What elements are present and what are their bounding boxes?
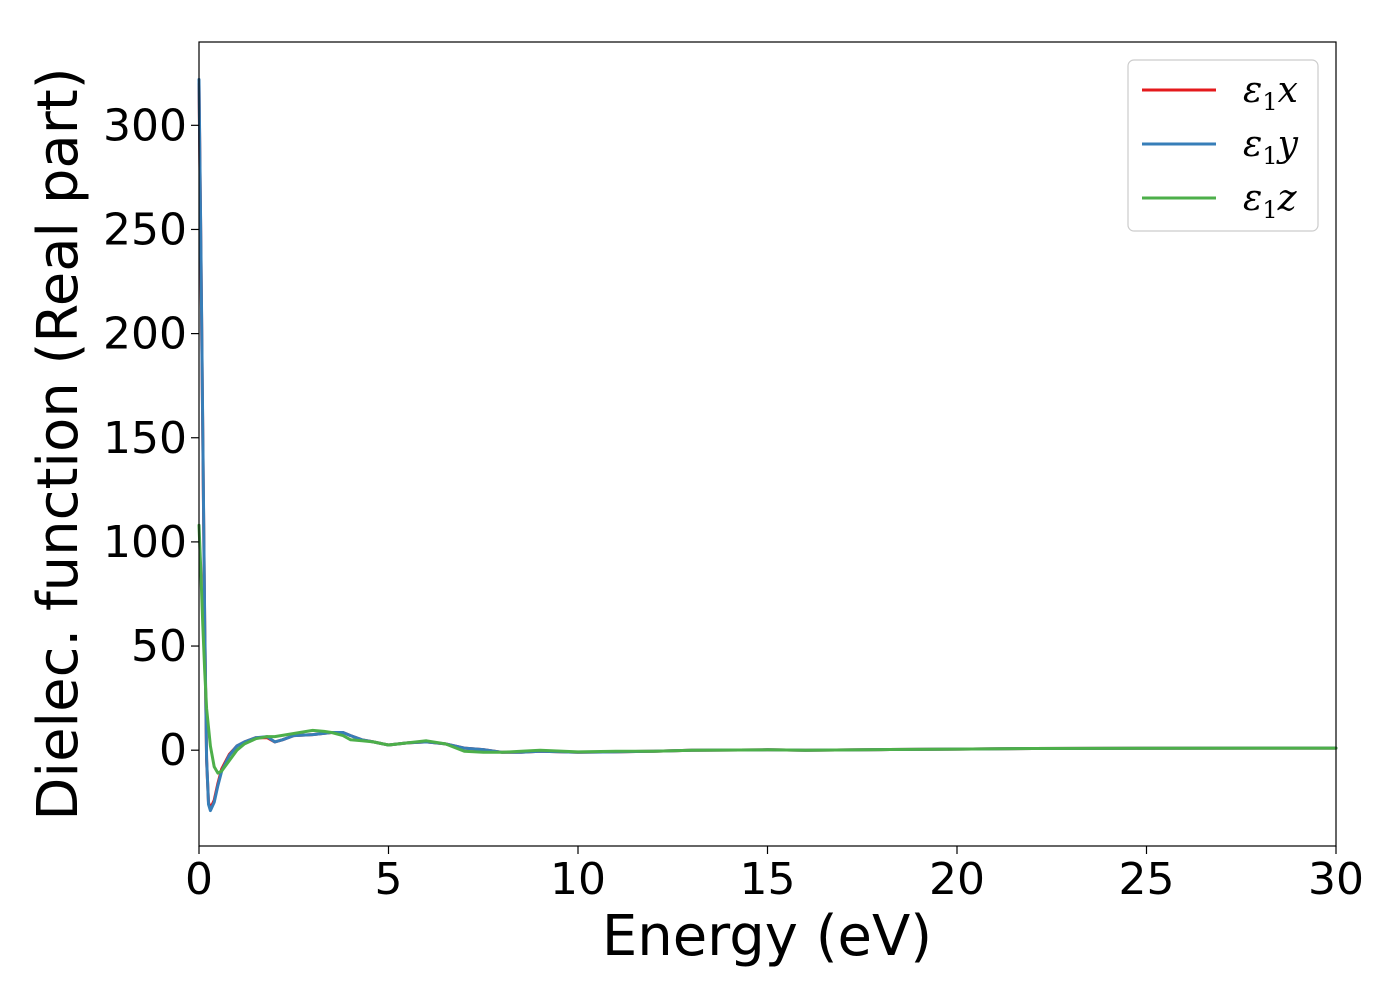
x-tick-label: 25: [1119, 854, 1175, 905]
y-tick-label: 200: [103, 309, 187, 360]
x-axis-ticks: 0 5 10 15 20 25 30: [185, 846, 1364, 905]
x-axis-title: Energy (eV): [602, 904, 932, 969]
y-tick-label: 0: [159, 725, 187, 776]
y-axis-title: Dielec. function (Real part): [26, 67, 91, 820]
y-tick-label: 150: [103, 413, 187, 464]
y-tick-label: 50: [131, 621, 187, 672]
y-tick-label: 250: [103, 204, 187, 255]
series-layer: [197, 78, 1338, 813]
y-tick-label: 100: [103, 517, 187, 568]
x-tick-label: 15: [740, 854, 796, 905]
legend-label-x: ε1x: [1243, 70, 1298, 116]
legend-box: [1127, 59, 1319, 232]
x-tick-label: 5: [375, 854, 403, 905]
x-tick-label: 0: [185, 854, 213, 905]
x-tick-label: 30: [1308, 854, 1364, 905]
legend: ε1x ε1y ε1z: [1127, 59, 1319, 232]
y-axis-ticks: 0 50 100 150 200 250 300: [103, 100, 199, 776]
x-tick-label: 20: [929, 854, 985, 905]
x-tick-label: 10: [550, 854, 606, 905]
legend-items: ε1x ε1y ε1z: [1142, 70, 1299, 224]
legend-label-z: ε1z: [1243, 178, 1298, 224]
legend-label-y: ε1y: [1243, 124, 1299, 170]
y-tick-label: 300: [103, 100, 187, 151]
series-line-z: [197, 523, 1338, 775]
